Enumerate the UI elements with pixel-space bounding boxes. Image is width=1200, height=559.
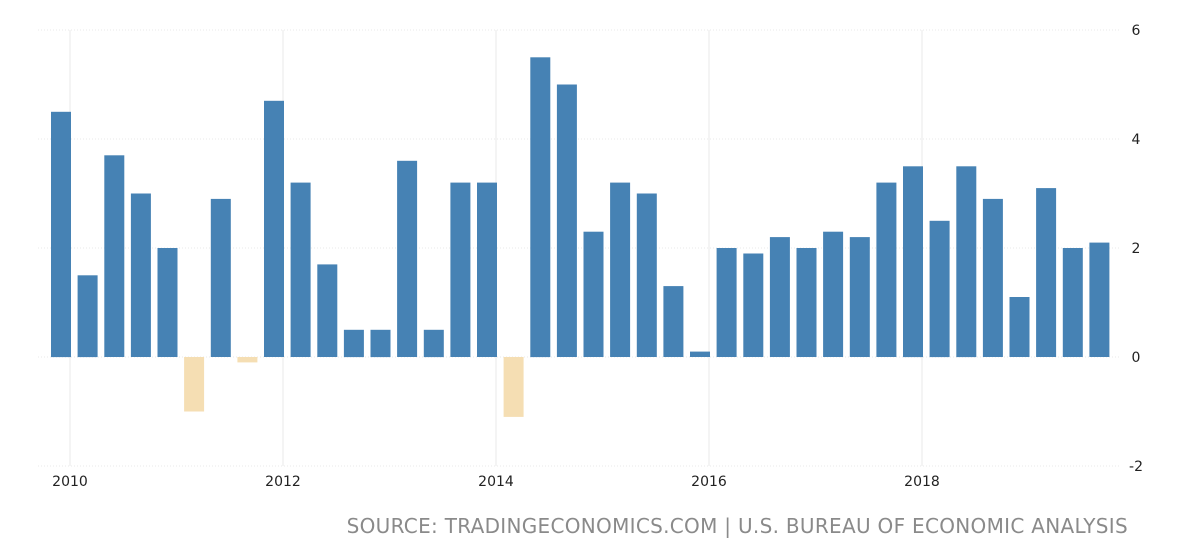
- bar-2018-Q4: [982, 198, 1003, 357]
- bar-2012-Q1: [264, 100, 284, 358]
- bar-2011-Q3: [210, 198, 231, 357]
- y-axis-ticks: -2 0 2 4 6: [1129, 23, 1143, 475]
- x-tick-label: 2018: [904, 474, 940, 490]
- bar-2017-Q4: [876, 182, 897, 357]
- bar-2014-Q1: [477, 182, 497, 357]
- x-tick-label: 2010: [52, 474, 88, 490]
- bar-2012-Q3: [317, 264, 338, 357]
- x-axis-ticks: 2010 2012 2014 2016 2018: [52, 474, 940, 490]
- bar-2015-Q4: [663, 286, 684, 357]
- y-tick-label: -2: [1129, 459, 1143, 475]
- bar-2013-Q4: [450, 182, 471, 357]
- bar-2010-Q4: [130, 193, 151, 357]
- bar-2017-Q1: [796, 248, 817, 357]
- bar-2015-Q2: [610, 182, 631, 357]
- y-tick-label: 6: [1132, 23, 1141, 39]
- bar-2013-Q2: [397, 160, 418, 357]
- bar-2010-Q2: [77, 275, 98, 358]
- x-tick-label: 2014: [478, 474, 514, 490]
- bar-2014-Q2: [503, 357, 524, 417]
- bar-2019-Q3: [1062, 248, 1083, 357]
- bar-2019-Q4: [1089, 242, 1110, 357]
- bar-2010-Q1: [51, 111, 71, 358]
- bar-2018-Q3: [956, 166, 977, 358]
- bar-2011-Q4: [237, 357, 258, 363]
- y-tick-label: 2: [1132, 241, 1141, 257]
- bar-2013-Q3: [423, 329, 444, 358]
- bar-2016-Q1: [690, 351, 710, 357]
- y-tick-label: 0: [1132, 350, 1141, 366]
- bar-2016-Q4: [769, 237, 790, 357]
- x-tick-label: 2016: [691, 474, 727, 490]
- y-tick-label: 4: [1132, 132, 1141, 148]
- bar-2013-Q1: [370, 329, 391, 358]
- bar-2016-Q2: [716, 248, 737, 357]
- bar-2011-Q1: [157, 248, 178, 357]
- x-tick-label: 2012: [265, 474, 301, 490]
- bar-2014-Q3: [530, 57, 551, 358]
- bar-2019-Q1: [1009, 297, 1030, 357]
- bar-2012-Q2: [290, 182, 311, 357]
- bar-2017-Q3: [849, 237, 870, 357]
- bar-2010-Q3: [104, 155, 125, 357]
- bar-2018-Q2: [929, 220, 950, 358]
- bar-2011-Q2: [184, 357, 205, 412]
- bar-2018-Q1: [903, 166, 923, 358]
- bar-2016-Q3: [743, 253, 764, 357]
- bar-2014-Q4: [556, 84, 577, 357]
- bar-2012-Q4: [343, 329, 364, 358]
- bar-2015-Q3: [636, 193, 657, 357]
- source-attribution: SOURCE: TRADINGECONOMICS.COM | U.S. BURE…: [346, 514, 1128, 538]
- bar-2019-Q2: [1036, 188, 1057, 357]
- bar-2015-Q1: [583, 231, 604, 357]
- bar-2017-Q2: [823, 231, 844, 357]
- bars: [51, 57, 1110, 417]
